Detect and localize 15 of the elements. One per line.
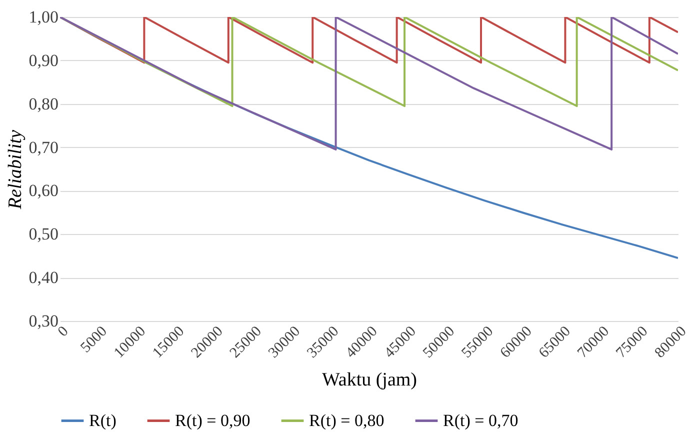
y-tick-label: 0,90	[28, 50, 58, 70]
line-series	[60, 17, 678, 150]
y-tick-label: 0,70	[28, 138, 58, 157]
y-axis-title: Reliability	[4, 129, 26, 210]
y-tick-label: 0,50	[28, 224, 58, 244]
y-tick-label: 0,40	[28, 268, 58, 288]
legend-label: R(t) = 0,70	[443, 410, 518, 430]
y-tick-label: 1,00	[28, 8, 58, 26]
y-tick-label: 0,80	[28, 94, 58, 114]
y-tick-label: 0,30	[28, 312, 58, 330]
y-tick-label: 0,60	[28, 181, 58, 200]
legend-label: R(t) = 0,80	[309, 410, 384, 430]
x-axis-title: Waktu (jam)	[322, 370, 418, 391]
legend-label: R(t)	[89, 410, 116, 430]
legend-label: R(t) = 0,90	[175, 410, 250, 430]
